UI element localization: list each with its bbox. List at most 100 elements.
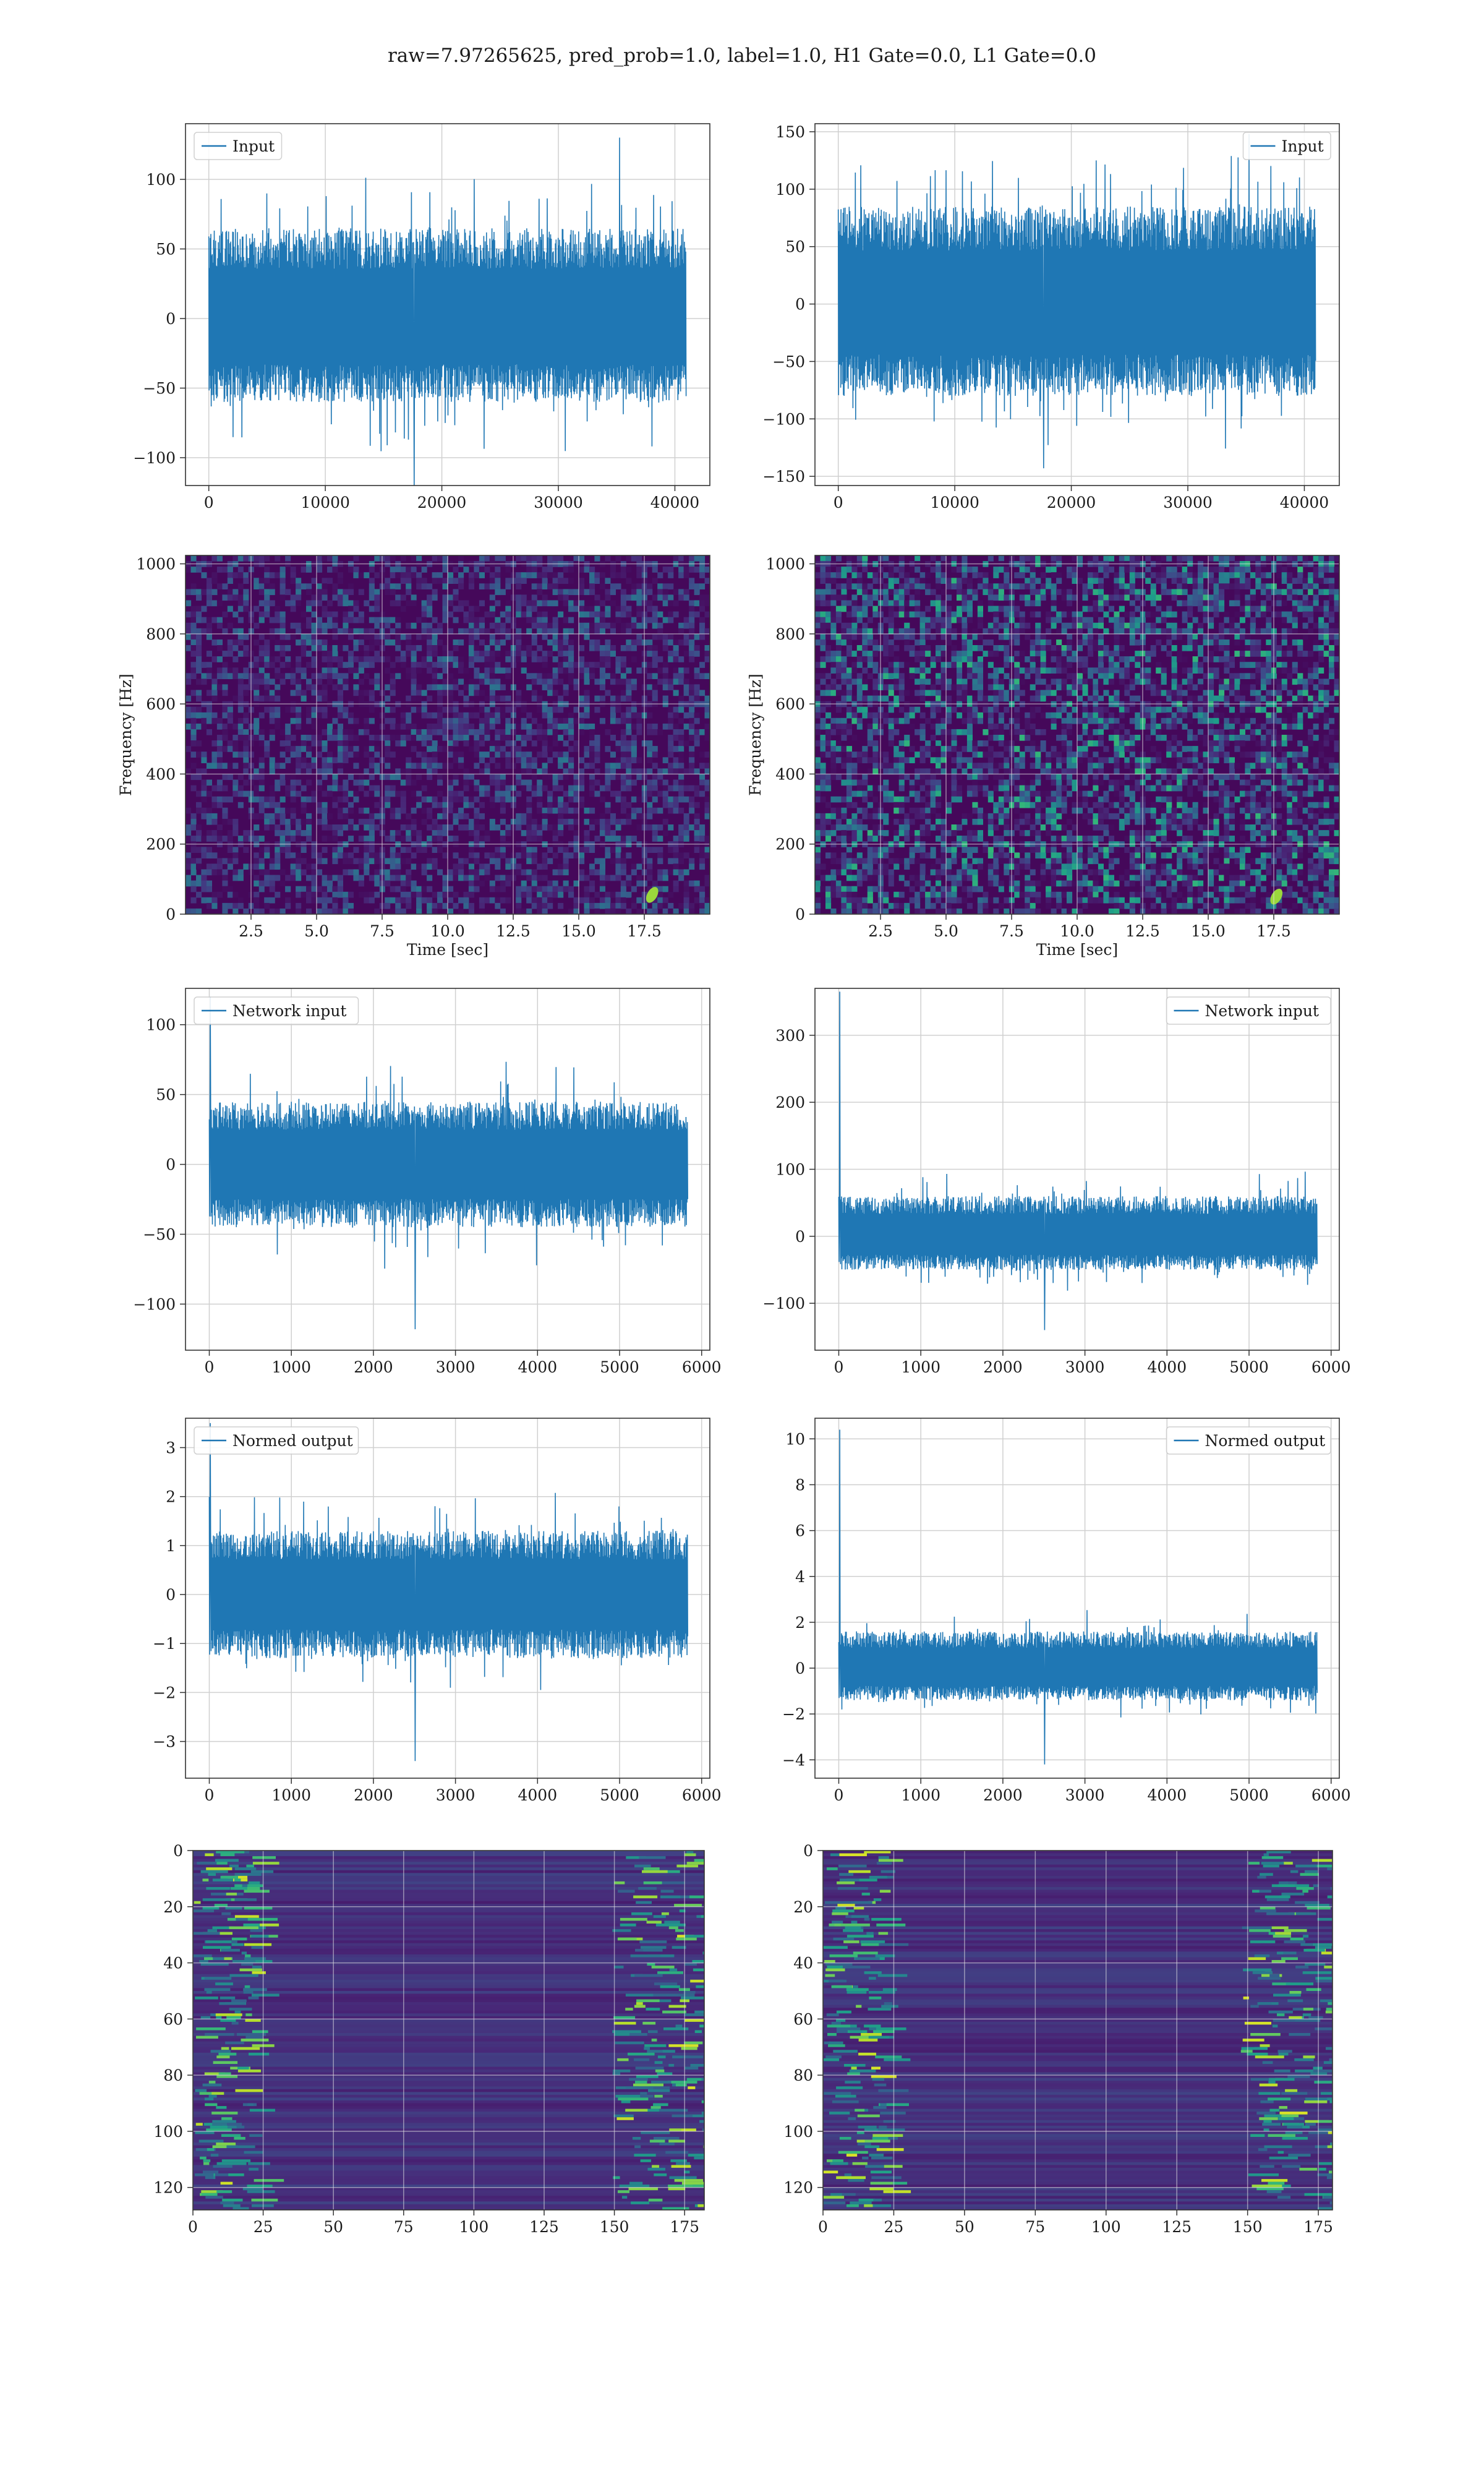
heatmap-cell xyxy=(332,567,338,573)
heatmap-cell xyxy=(301,622,307,629)
heatmap-cell xyxy=(364,746,370,752)
heatmap-cell xyxy=(317,673,323,679)
heatmap-cell xyxy=(437,779,443,786)
heatmap-cell xyxy=(484,645,490,651)
heatmap-cell xyxy=(694,880,700,887)
heatmap-cell xyxy=(196,617,202,623)
heatmap-cell xyxy=(489,578,495,584)
heatmap-cell xyxy=(437,830,443,836)
heatmap-cell xyxy=(285,740,291,747)
heatmap-cell xyxy=(258,600,265,607)
heatmap-cell xyxy=(332,633,338,640)
x-tick-label: 30000 xyxy=(1163,494,1213,511)
heatmap-cell xyxy=(322,706,328,713)
x-tick-label: 30000 xyxy=(534,494,583,511)
heatmap-cell xyxy=(458,690,464,696)
heatmap-cell xyxy=(296,662,302,668)
heatmap-cell xyxy=(427,908,433,914)
heatmap-cell xyxy=(594,600,600,607)
heatmap-cell xyxy=(919,779,926,786)
heatmap-cell xyxy=(453,639,459,646)
heatmap-cell xyxy=(626,611,632,618)
heatmap-cell xyxy=(652,763,658,769)
heatmap-cell xyxy=(815,662,821,668)
heatmap-cell xyxy=(442,796,448,803)
heatmap-cell xyxy=(222,763,228,769)
heatmap-cell xyxy=(851,712,858,719)
heatmap-cell xyxy=(279,880,286,887)
heatmap-cell xyxy=(898,902,905,909)
heatmap-cell xyxy=(657,589,663,596)
heatmap-cell xyxy=(186,628,192,635)
heatmap-cell xyxy=(505,567,511,573)
heatmap-cell xyxy=(406,572,412,578)
heatmap-cell xyxy=(542,875,548,881)
heatmap-cell xyxy=(594,751,600,758)
heatmap-cell xyxy=(547,600,553,607)
heatmap-cell xyxy=(573,600,579,607)
heatmap-cell xyxy=(201,617,207,623)
heatmap-cell xyxy=(526,751,532,758)
heatmap-cell xyxy=(364,673,370,679)
heatmap-cell xyxy=(647,847,653,853)
heatmap-cell xyxy=(835,796,842,803)
heatmap-cell xyxy=(421,611,427,618)
heatmap-cell xyxy=(983,572,989,578)
heatmap-cell xyxy=(206,902,212,909)
heatmap-cell xyxy=(269,617,275,623)
heatmap-cell xyxy=(856,706,863,713)
heatmap-cell xyxy=(626,746,632,752)
heatmap-cell xyxy=(269,897,275,904)
heatmap-cell xyxy=(437,628,443,635)
heatmap-cell xyxy=(925,790,931,797)
heatmap-cell xyxy=(374,617,380,623)
heatmap-cell xyxy=(301,645,307,651)
heatmap-cell xyxy=(872,875,879,881)
heatmap-cell xyxy=(699,729,706,735)
heatmap-cell xyxy=(815,824,821,831)
heatmap-cell xyxy=(915,583,921,589)
heatmap-cell xyxy=(547,774,553,781)
heatmap-cell xyxy=(946,712,952,719)
heatmap-cell xyxy=(704,656,710,662)
heatmap-cell xyxy=(584,695,590,702)
heatmap-cell xyxy=(620,852,626,858)
heatmap-cell xyxy=(563,751,569,758)
heatmap-cell xyxy=(500,886,506,892)
heatmap-cell xyxy=(453,891,459,898)
heatmap-cell xyxy=(400,567,406,573)
heatmap-cell xyxy=(411,567,417,573)
heatmap-cell xyxy=(542,746,548,752)
heatmap-cell xyxy=(243,830,249,836)
heatmap-cell xyxy=(317,555,323,562)
heatmap-cell xyxy=(306,600,312,607)
heatmap-cell xyxy=(505,667,511,674)
heatmap-cell xyxy=(479,813,485,820)
heatmap-cell xyxy=(343,628,349,635)
heatmap-cell xyxy=(337,757,343,763)
heatmap-cell xyxy=(589,807,595,814)
heatmap-cell xyxy=(594,908,600,914)
heatmap-cell xyxy=(599,796,605,803)
heatmap-cell xyxy=(936,645,942,651)
heatmap-cell xyxy=(626,751,632,758)
heatmap-cell xyxy=(662,589,668,596)
heatmap-cell xyxy=(872,628,879,635)
heatmap-cell xyxy=(631,678,637,685)
heatmap-cell xyxy=(699,852,706,858)
heatmap-cell xyxy=(306,639,312,646)
heatmap-cell xyxy=(977,656,983,662)
heatmap-cell xyxy=(668,651,674,657)
heatmap-cell xyxy=(909,757,915,763)
heatmap-cell xyxy=(411,790,417,797)
heatmap-cell xyxy=(531,633,537,640)
heatmap-cell xyxy=(883,847,889,853)
heatmap-cell xyxy=(516,891,522,898)
heatmap-cell xyxy=(893,746,900,752)
heatmap-cell xyxy=(547,622,553,629)
heatmap-cell xyxy=(835,662,842,668)
heatmap-cell xyxy=(936,600,942,607)
heatmap-cell xyxy=(547,858,553,865)
heatmap-cell xyxy=(531,897,537,904)
heatmap-cell xyxy=(966,863,973,870)
